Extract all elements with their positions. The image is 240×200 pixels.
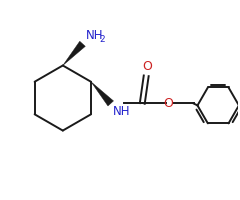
Text: 2: 2	[100, 35, 105, 44]
Polygon shape	[91, 82, 114, 106]
Text: NH: NH	[113, 105, 130, 118]
Text: O: O	[142, 60, 152, 73]
Text: NH: NH	[85, 29, 103, 42]
Text: O: O	[163, 97, 173, 110]
Polygon shape	[63, 41, 85, 65]
